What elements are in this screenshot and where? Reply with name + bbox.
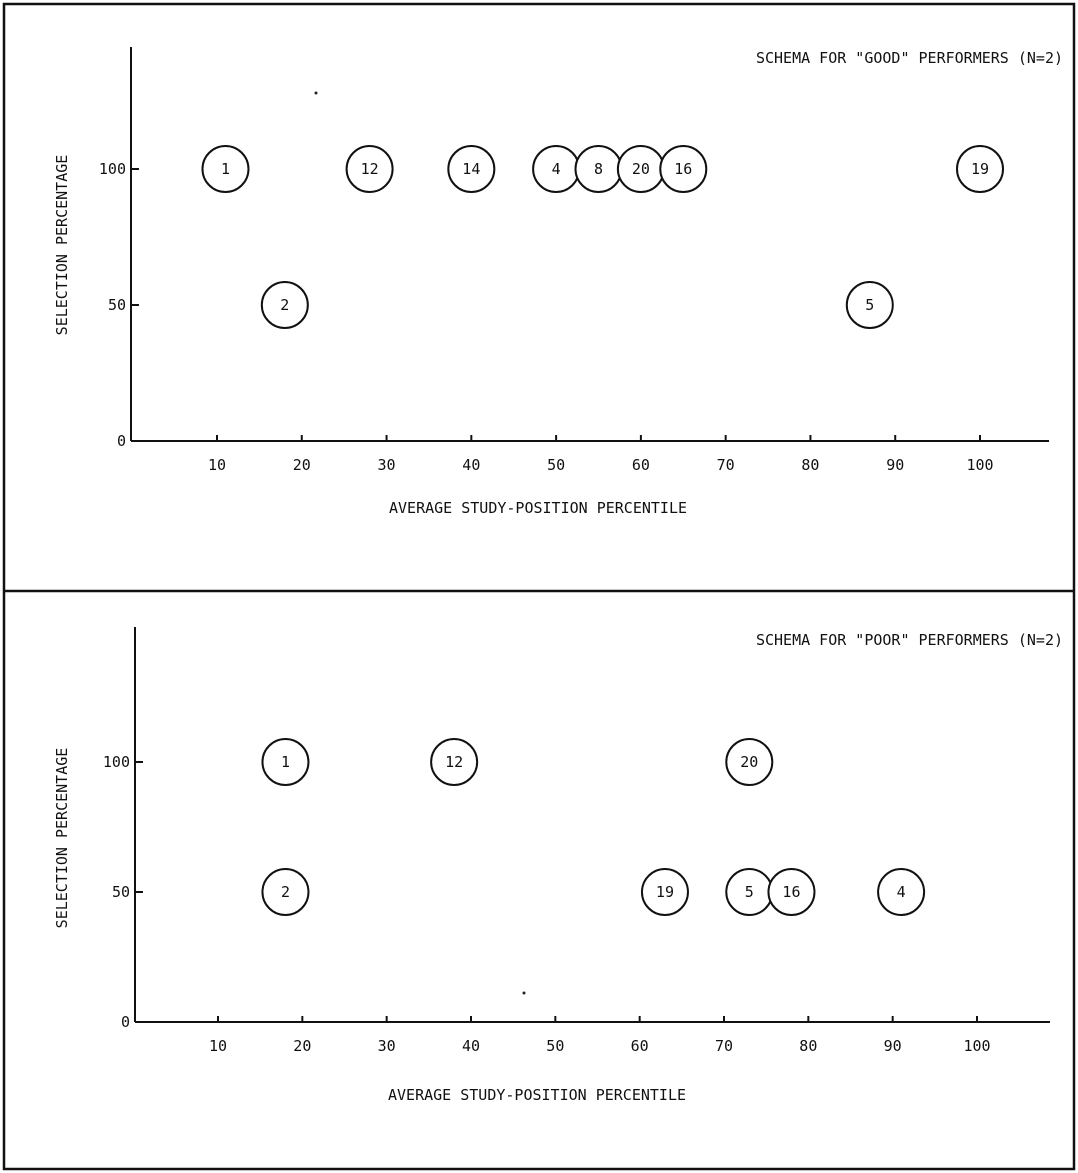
data-point-label: 12: [361, 160, 379, 178]
y-axis-title: SELECTION PERCENTAGE: [53, 748, 71, 929]
x-tick-label: 40: [462, 1037, 480, 1055]
data-point: 4: [877, 868, 926, 916]
data-point-marker: [845, 281, 894, 329]
data-point: 12: [345, 145, 394, 193]
data-point: 19: [640, 868, 689, 916]
data-point: 14: [447, 145, 496, 193]
y-tick-label: 0: [121, 1013, 130, 1031]
data-point: 5: [845, 281, 894, 329]
y-tick-label: 100: [103, 753, 130, 771]
data-point: 16: [767, 868, 816, 916]
data-point-marker: [430, 738, 479, 786]
y-tick-label: 50: [112, 883, 130, 901]
x-tick-label: 40: [462, 456, 480, 474]
data-point-label: 19: [971, 160, 989, 178]
data-point-label: 4: [897, 883, 906, 901]
chart-title: SCHEMA FOR "POOR" PERFORMERS (N=2): [756, 631, 1063, 649]
data-point-marker: [956, 145, 1004, 193]
data-point-label: 12: [445, 753, 463, 771]
x-tick-label: 50: [547, 456, 565, 474]
x-tick-label: 20: [293, 456, 311, 474]
x-tick-label: 80: [799, 1037, 817, 1055]
x-tick-label: 90: [886, 456, 904, 474]
chart-title: SCHEMA FOR "GOOD" PERFORMERS (N=2): [756, 49, 1063, 67]
data-point: 4: [532, 145, 581, 193]
data-point-marker: [261, 868, 310, 916]
data-point: 2: [261, 868, 310, 916]
x-tick-label: 80: [801, 456, 819, 474]
data-point: 20: [616, 145, 665, 193]
data-point-label: 1: [281, 753, 290, 771]
data-point: 1: [261, 738, 310, 786]
data-point-label: 2: [281, 883, 290, 901]
data-point: 5: [725, 868, 774, 916]
x-tick-label: 50: [546, 1037, 564, 1055]
data-point-label: 1: [221, 160, 230, 178]
ticks: 10 20 30 40 50 60 70 80 90 100 0 50 100: [99, 160, 994, 474]
data-point-marker: [877, 868, 926, 916]
chart-panel-poor: SCHEMA FOR "POOR" PERFORMERS (N=2) SELEC…: [53, 627, 1063, 1104]
y-axis-title: SELECTION PERCENTAGE: [53, 155, 71, 336]
data-point-marker: [201, 145, 250, 193]
data-point-label: 5: [745, 883, 754, 901]
data-point: 19: [956, 145, 1004, 193]
data-point-marker: [725, 738, 774, 786]
x-tick-label: 70: [715, 1037, 733, 1055]
x-tick-label: 10: [209, 1037, 227, 1055]
x-tick-label: 90: [884, 1037, 902, 1055]
data-point-marker: [345, 145, 394, 193]
data-point: 8: [574, 145, 623, 193]
data-point-label: 2: [280, 296, 289, 314]
data-point: 2: [260, 281, 309, 329]
data-point: 16: [659, 145, 708, 193]
y-tick-label: 50: [108, 296, 126, 314]
data-point-label: 8: [594, 160, 603, 178]
scan-speck: [522, 991, 526, 995]
data-point-label: 20: [740, 753, 758, 771]
data-point-marker: [261, 738, 310, 786]
y-tick-label: 100: [99, 160, 126, 178]
axes: [130, 47, 1049, 442]
x-tick-label: 100: [966, 456, 993, 474]
x-tick-label: 30: [378, 1037, 396, 1055]
data-point-label: 19: [656, 883, 674, 901]
chart-panel-good: SCHEMA FOR "GOOD" PERFORMERS (N=2) SELEC…: [53, 47, 1063, 517]
axes: [134, 627, 1050, 1023]
data-point-label: 20: [632, 160, 650, 178]
x-axis-title: AVERAGE STUDY-POSITION PERCENTILE: [389, 499, 687, 517]
data-point-label: 5: [865, 296, 874, 314]
x-tick-label: 30: [378, 456, 396, 474]
data-point-marker: [767, 868, 816, 916]
x-tick-label: 20: [293, 1037, 311, 1055]
data-point-label: 14: [462, 160, 480, 178]
data-point-label: 16: [782, 883, 800, 901]
x-tick-label: 10: [208, 456, 226, 474]
x-axis-title: AVERAGE STUDY-POSITION PERCENTILE: [388, 1086, 686, 1104]
x-tick-label: 100: [963, 1037, 990, 1055]
data-point-marker: [260, 281, 309, 329]
scan-speck: [314, 91, 318, 95]
data-point-marker: [659, 145, 708, 193]
ticks: 10 20 30 40 50 60 70 80 90 100 0 50 100: [103, 753, 991, 1055]
data-point: 20: [725, 738, 774, 786]
y-tick-label: 0: [117, 432, 126, 450]
data-point-marker: [447, 145, 496, 193]
data-point: 12: [430, 738, 479, 786]
x-tick-label: 60: [632, 456, 650, 474]
x-tick-label: 70: [717, 456, 735, 474]
data-point-label: 16: [674, 160, 692, 178]
data-point-label: 4: [552, 160, 561, 178]
data-point-marker: [640, 868, 689, 916]
data-point: 1: [201, 145, 250, 193]
x-tick-label: 60: [631, 1037, 649, 1055]
